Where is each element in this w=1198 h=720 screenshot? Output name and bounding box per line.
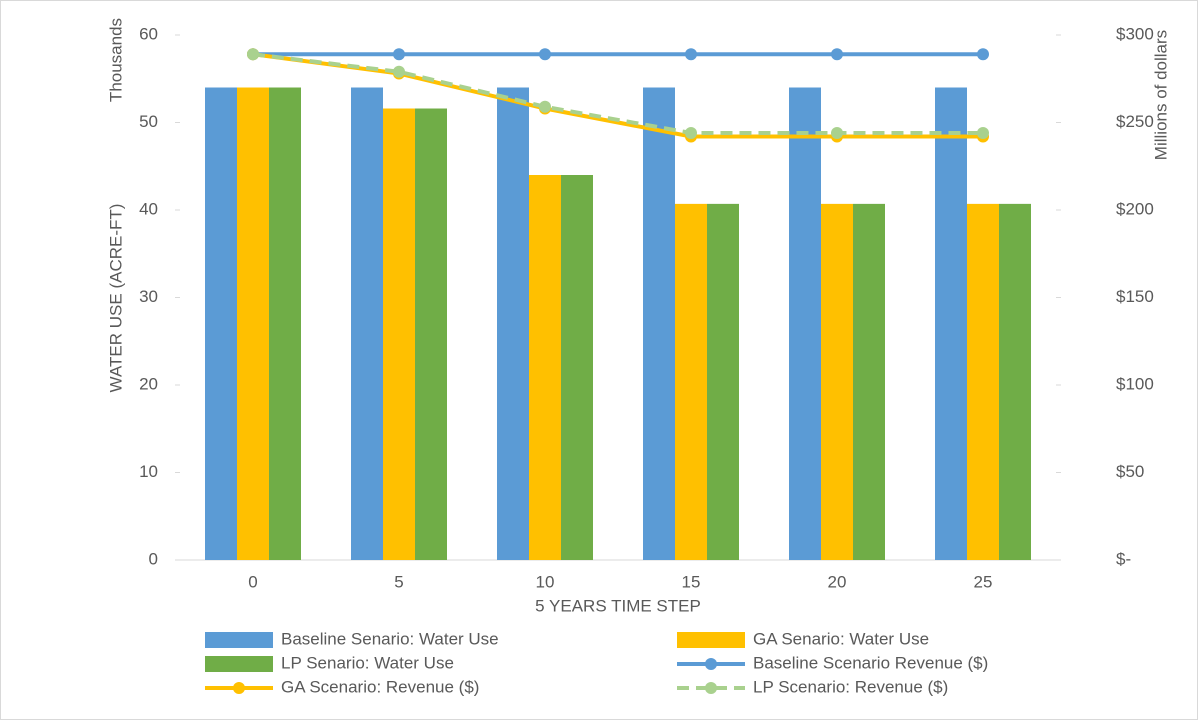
bar <box>643 87 675 560</box>
legend-label: Baseline Scenario Revenue ($) <box>753 653 988 672</box>
y2-tick-label: $50 <box>1116 462 1144 481</box>
bar <box>561 175 593 560</box>
bar <box>967 203 999 560</box>
y-tick-label: 10 <box>139 462 158 481</box>
legend-label: GA Scenario: Revenue ($) <box>281 677 479 696</box>
y-tick-label: 50 <box>139 112 158 131</box>
line-marker <box>685 127 697 139</box>
x-tick-label: 20 <box>828 572 847 591</box>
y2-tick-label: $200 <box>1116 199 1154 218</box>
line <box>252 52 983 135</box>
bar <box>935 87 967 560</box>
x-tick-label: 15 <box>682 572 701 591</box>
x-tick-label: 0 <box>248 572 257 591</box>
x-tick-label: 25 <box>974 572 993 591</box>
y-axis-title: WATER USE (ACRE-FT) <box>106 204 125 393</box>
legend-label: GA Senario: Water Use <box>753 629 929 648</box>
bar <box>351 87 383 560</box>
bar <box>415 108 447 560</box>
y2-tick-label: $100 <box>1116 374 1154 393</box>
legend-swatch <box>677 632 745 648</box>
legend-swatch <box>205 656 273 672</box>
bar <box>821 203 853 560</box>
legend-label: Baseline Senario: Water Use <box>281 629 499 648</box>
line-marker <box>977 127 989 139</box>
bar <box>853 203 885 560</box>
x-tick-label: 10 <box>536 572 555 591</box>
y2-tick-label: $300 <box>1116 24 1154 43</box>
bar <box>383 108 415 560</box>
y-tick-label: 0 <box>149 549 158 568</box>
bar <box>707 203 739 560</box>
y2-axis-title: Millions of dollars <box>1151 30 1170 160</box>
line-marker <box>247 48 259 61</box>
bar <box>237 87 269 560</box>
legend-marker <box>233 682 245 694</box>
line-marker <box>831 127 843 139</box>
x-tick-label: 5 <box>394 572 403 591</box>
y-tick-label: 30 <box>139 287 158 306</box>
legend-swatch <box>205 632 273 648</box>
bar <box>205 87 237 560</box>
legend-label: LP Scenario: Revenue ($) <box>753 677 948 696</box>
line-marker <box>539 48 551 61</box>
bar <box>269 87 301 560</box>
bar <box>789 87 821 560</box>
bar <box>529 175 561 560</box>
line-marker <box>831 48 843 61</box>
bar <box>675 203 707 560</box>
line-marker <box>393 48 405 61</box>
y-tick-label: 60 <box>139 24 158 43</box>
y-unit-note: Thousands <box>106 18 125 102</box>
line-marker <box>685 48 697 61</box>
line-marker <box>393 65 405 78</box>
bar <box>497 87 529 560</box>
line-marker <box>977 48 989 61</box>
legend-marker <box>705 658 717 670</box>
y2-tick-label: $150 <box>1116 287 1154 306</box>
y2-tick-label: $250 <box>1116 112 1154 131</box>
y-tick-label: 20 <box>139 374 158 393</box>
y-tick-label: 40 <box>139 199 158 218</box>
x-axis-title: 5 YEARS TIME STEP <box>535 596 701 615</box>
bar <box>999 203 1031 560</box>
legend-marker <box>705 682 717 694</box>
line-marker <box>539 100 551 113</box>
legend-label: LP Senario: Water Use <box>281 653 454 672</box>
y2-tick-label: $- <box>1116 549 1131 568</box>
